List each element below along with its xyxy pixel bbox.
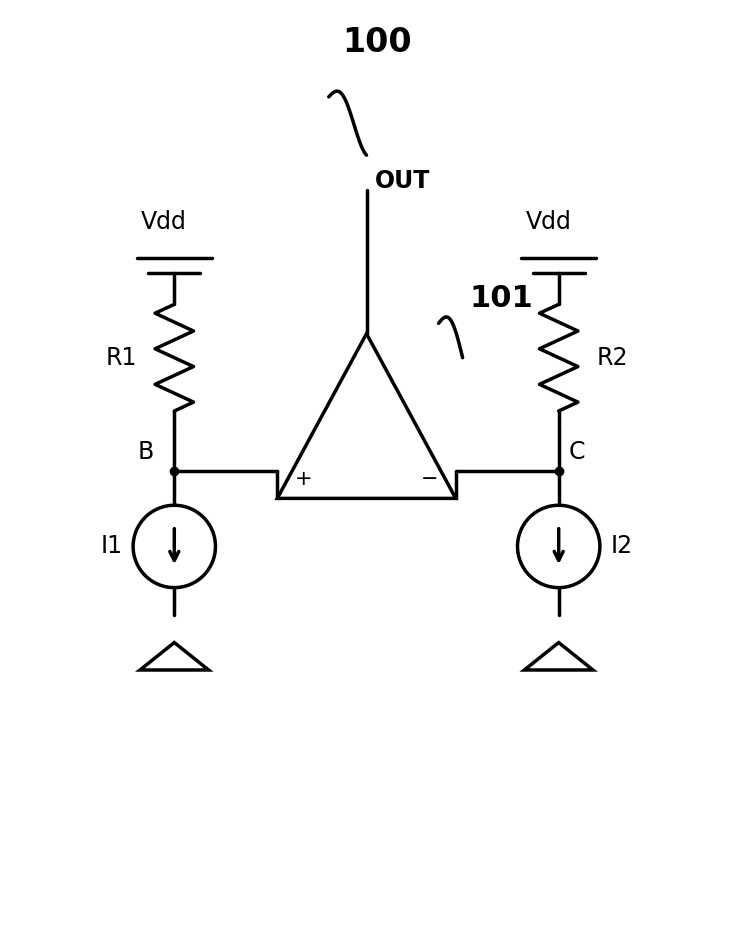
Text: 101: 101 — [469, 284, 533, 313]
Text: R2: R2 — [597, 346, 628, 369]
Text: −: − — [421, 469, 438, 489]
Text: OUT: OUT — [375, 169, 430, 193]
Text: +: + — [295, 469, 312, 489]
Text: R1: R1 — [105, 346, 136, 369]
Text: I2: I2 — [610, 535, 633, 558]
Polygon shape — [277, 334, 456, 498]
Text: B: B — [138, 440, 154, 464]
Text: Vdd: Vdd — [141, 210, 187, 234]
Text: I1: I1 — [101, 535, 123, 558]
Text: 100: 100 — [342, 26, 412, 59]
Text: C: C — [569, 440, 586, 464]
Text: Vdd: Vdd — [526, 210, 571, 234]
